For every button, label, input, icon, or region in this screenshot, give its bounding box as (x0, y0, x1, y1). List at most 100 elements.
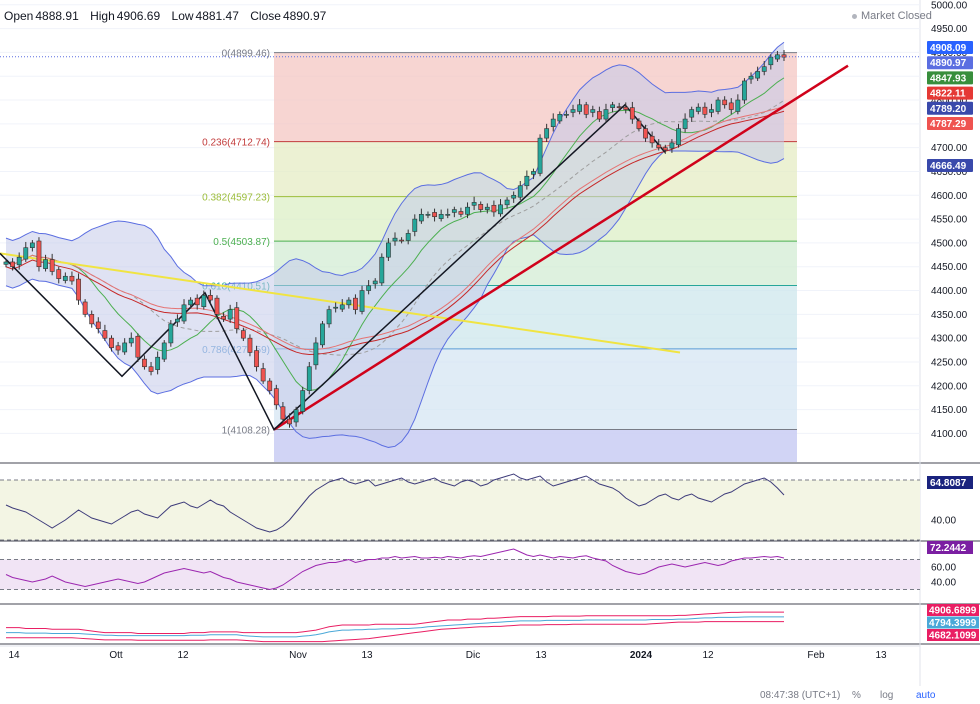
x-tick-label: Nov (289, 650, 307, 661)
candle (484, 206, 490, 210)
candle (10, 261, 15, 268)
candle (451, 209, 457, 213)
candle (695, 106, 701, 112)
candle (748, 75, 754, 80)
candle (353, 297, 358, 310)
candle (742, 80, 747, 101)
candle (478, 204, 484, 210)
candle (603, 109, 609, 120)
ohlc-legend: Open 4888.91 High 4906.69 Low 4881.47 Close… (4, 9, 334, 23)
candle (649, 135, 655, 144)
price-tag-label: 4822.11 (930, 89, 966, 100)
candle (596, 111, 602, 120)
low-label: Low (171, 9, 194, 23)
candle (531, 171, 536, 175)
candle (359, 290, 365, 312)
candle (491, 204, 497, 213)
candle (62, 275, 68, 281)
envelope-line (6, 611, 784, 635)
candle (761, 66, 767, 72)
candle (95, 321, 101, 329)
y-tick-label: 4350.00 (931, 310, 968, 321)
envelope-value-tag (927, 629, 979, 641)
y-tick-label: 4550.00 (931, 215, 968, 226)
x-tick-label: Feb (807, 650, 825, 661)
moving-average-darkred (5, 110, 785, 355)
candle (682, 118, 688, 129)
price-tag (927, 41, 973, 54)
price-tag (927, 71, 973, 85)
high-label: High (90, 9, 115, 23)
candle (339, 304, 345, 310)
moving-average-green (5, 77, 785, 392)
candle (201, 294, 207, 308)
candle (636, 120, 642, 129)
candle (465, 206, 470, 215)
y-tick-label: 4250.00 (931, 357, 968, 368)
price-tag-label: 4787.29 (930, 119, 967, 130)
rsi-value-tag (927, 476, 973, 489)
candle (320, 323, 325, 346)
y-tick-label: 4100.00 (931, 429, 968, 440)
bollinger-lower (5, 149, 785, 448)
fib-level-label: 1(4108.28) (222, 425, 270, 436)
candle (517, 185, 523, 198)
candle (656, 144, 662, 148)
candle (418, 214, 424, 222)
auto-button[interactable]: auto (916, 690, 936, 701)
price-tag-label: 4666.49 (930, 161, 967, 172)
x-tick-label: 13 (361, 650, 373, 661)
rsi-line (5, 473, 785, 533)
y-tick-label: 4150.00 (931, 405, 968, 416)
y-tick-label: 4300.00 (931, 334, 968, 345)
candle (372, 280, 378, 285)
candle (3, 261, 9, 265)
candle (702, 106, 708, 115)
candle (504, 199, 510, 206)
price-tag-label: 4789.20 (930, 104, 967, 115)
candle (102, 330, 108, 339)
y-tick-label: 4650.00 (931, 167, 968, 178)
candle (287, 418, 292, 425)
candle (148, 366, 154, 372)
candle (511, 194, 517, 199)
open-value: 4888.91 (35, 9, 79, 23)
candle (366, 285, 372, 291)
candle (392, 237, 398, 242)
candle (43, 259, 48, 269)
candle (115, 345, 121, 351)
candle (207, 294, 213, 301)
price-tag (927, 101, 973, 115)
clock-readout: 08:47:38 (UTC+1) (760, 690, 841, 701)
fib-level-label: 0.236(4712.74) (202, 138, 270, 149)
log-button[interactable]: log (880, 690, 894, 701)
candle (273, 388, 279, 406)
candle (471, 202, 477, 206)
candle (715, 99, 721, 112)
y-tick-label: 4400.00 (931, 286, 968, 297)
y-tick-label: 4450.00 (931, 262, 968, 273)
percent-button[interactable]: % (852, 690, 861, 701)
candle (498, 204, 503, 215)
candle (155, 356, 161, 370)
candle (280, 406, 286, 420)
rsi-value-label: 64.8087 (930, 478, 967, 489)
y-tick-label: 5000.00 (931, 0, 968, 11)
x-tick-label: 12 (177, 650, 189, 661)
stoch-tick-label: 40.00 (931, 578, 956, 589)
candle (89, 314, 95, 325)
candle (313, 342, 319, 366)
market-status-label: Market Closed (861, 10, 932, 22)
envelope-value-tag (927, 616, 979, 629)
open-label: Open (4, 9, 34, 23)
x-tick-label: Dic (466, 650, 480, 661)
bottom-toolbar: 08:47:38 (UTC+1) % log auto (0, 688, 980, 704)
candle (445, 214, 451, 216)
fib-level-label: 0(4899.46) (222, 49, 270, 60)
price-tag-label: 4890.97 (930, 58, 967, 69)
candle (181, 304, 187, 322)
envelope-value-label: 4906.6899 (929, 606, 977, 617)
candle (544, 128, 550, 139)
candle (188, 299, 194, 306)
